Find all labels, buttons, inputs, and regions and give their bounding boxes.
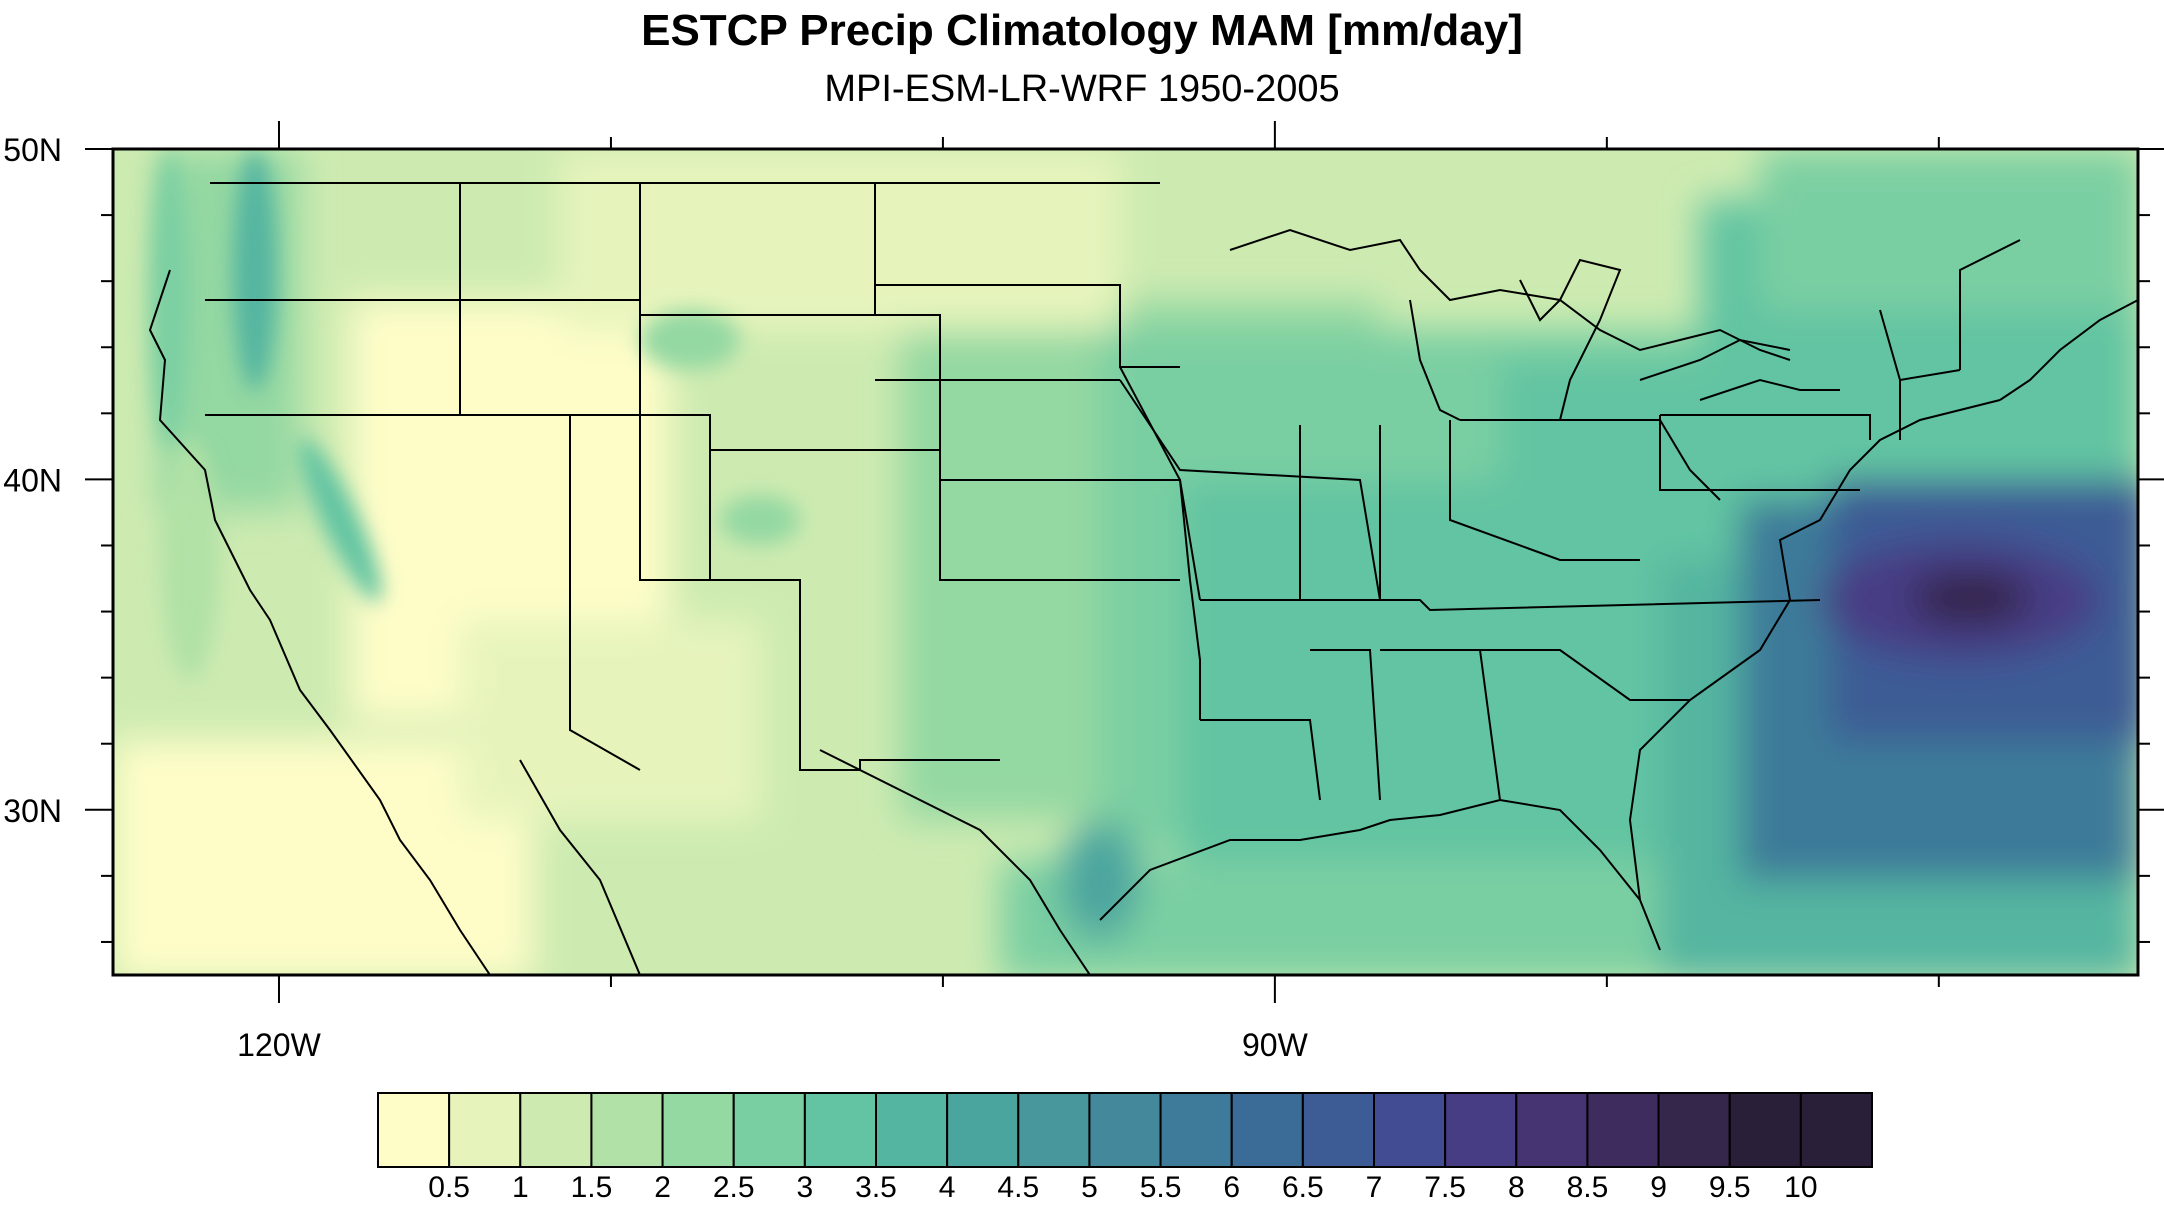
colorbar-box — [1017, 1092, 1091, 1168]
colorbar-box — [1444, 1092, 1518, 1168]
lat-label: 40N — [3, 462, 62, 498]
map-frame — [111, 147, 2140, 977]
colorbar: 0.5 1 1.5 2 2.5 3 3.5 4 4.5 5 5.5 6 6.5 7 7.5 8 8.5 9 9.5 1… — [377, 1092, 1874, 1204]
precip-field — [113, 149, 2138, 975]
colorbar-box — [875, 1092, 949, 1168]
colorbar-box — [732, 1092, 806, 1168]
colorbar-label: 8.5 — [1567, 1171, 1609, 1204]
colorbar-box — [946, 1092, 1020, 1168]
state-boundaries — [148, 182, 2138, 975]
colorbar-box — [1159, 1092, 1233, 1168]
colorbar-label: 1 — [512, 1171, 529, 1204]
colorbar-label: 10 — [1784, 1171, 1817, 1204]
colorbar-label: 7.5 — [1424, 1171, 1466, 1204]
colorbar-box — [661, 1092, 735, 1168]
colorbar-label: 2.5 — [713, 1171, 755, 1204]
colorbar-box — [1586, 1092, 1660, 1168]
map-subtitle: MPI-ESM-LR-WRF 1950-2005 — [824, 68, 1340, 110]
colorbar-label: 0.5 — [428, 1171, 470, 1204]
colorbar-label: 3 — [797, 1171, 814, 1204]
colorbar-box — [590, 1092, 664, 1168]
colorbar-label: 9.5 — [1709, 1171, 1751, 1204]
colorbar-box — [1515, 1092, 1589, 1168]
lat-label: 50N — [3, 132, 62, 168]
colorbar-box — [803, 1092, 877, 1168]
colorbar-box — [1230, 1092, 1304, 1168]
colorbar-box — [1799, 1092, 1874, 1168]
colorbar-box — [519, 1092, 593, 1168]
colorbar-label: 7 — [1366, 1171, 1383, 1204]
colorbar-label: 2 — [654, 1171, 671, 1204]
colorbar-label: 4.5 — [997, 1171, 1039, 1204]
map-ticks — [85, 121, 2164, 1003]
map-axis-labels: 50N 40N 30N 120W 90W — [3, 132, 1308, 1063]
colorbar-label: 3.5 — [855, 1171, 897, 1204]
colorbar-box — [377, 1092, 451, 1168]
map-title: ESTCP Precip Climatology MAM [mm/day] — [641, 6, 1523, 55]
colorbar-label: 4 — [939, 1171, 956, 1204]
colorbar-box — [1657, 1092, 1731, 1168]
colorbar-label: 5 — [1081, 1171, 1098, 1204]
colorbar-label: 8 — [1508, 1171, 1525, 1204]
lon-label: 120W — [237, 1027, 321, 1063]
colorbar-box — [1373, 1092, 1447, 1168]
colorbar-box — [1088, 1092, 1162, 1168]
colorbar-label: 9 — [1650, 1171, 1667, 1204]
colorbar-box — [1301, 1092, 1376, 1168]
colorbar-label: 5.5 — [1140, 1171, 1182, 1204]
lon-label: 90W — [1242, 1027, 1309, 1063]
colorbar-label: 6.5 — [1282, 1171, 1324, 1204]
colorbar-label: 1.5 — [571, 1171, 613, 1204]
colorbar-box — [448, 1092, 522, 1168]
colorbar-box — [1728, 1092, 1802, 1168]
colorbar-label: 6 — [1223, 1171, 1240, 1204]
lat-label: 30N — [3, 793, 62, 829]
